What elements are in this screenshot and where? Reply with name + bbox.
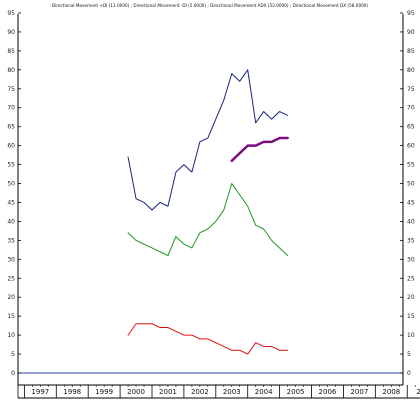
series-line-2 [230,136,289,163]
y-tick-label-left: 40 [7,218,15,225]
x-tick-label: 2007 [350,388,368,396]
y-tick-label-right: 95 [407,10,415,17]
y-tick-label-left: 45 [7,199,15,206]
x-tick-label: 1998 [63,388,81,396]
y-tick-label-right: 40 [407,218,415,225]
y-tick-label-left: 30 [7,256,15,263]
y-tick-label-left: 60 [7,143,15,150]
x-tick-label: 2001 [159,388,177,396]
series-line-4 [127,323,289,355]
y-tick-label-right: 25 [407,275,415,282]
x-tick-label: 2004 [255,388,273,396]
y-tick-label-left: 85 [7,48,15,55]
y-tick-label-right: 10 [407,332,415,339]
y-tick-label-right: 55 [407,162,415,169]
y-tick-label-right: 85 [407,48,415,55]
y-axis-right-ticks: 0 5 10 15 20 25 30 35 40 45 50 55 60 65 70 75 80 85 90 95 [400,10,415,377]
x-tick-label: 2002 [191,388,209,396]
series-layer [127,69,289,355]
y-tick-label-right: 75 [407,86,415,93]
y-tick-label-left: 80 [7,67,15,74]
y-tick-label-left: 20 [7,294,15,301]
y-tick-label-right: 5 [407,351,411,358]
y-tick-label-left: 90 [7,29,15,36]
x-tick-label: 1997 [31,388,49,396]
y-tick-label-right: 80 [407,67,415,74]
y-tick-label-left: 10 [7,332,15,339]
series-line-3 [127,183,289,257]
x-tick-label: 1999 [95,388,113,396]
y-tick-label-left: 65 [7,124,15,131]
y-tick-label-right: 70 [407,105,415,112]
y-tick-label-right: 20 [407,294,415,301]
y-tick-label-left: 5 [11,351,15,358]
y-tick-label-left: 55 [7,162,15,169]
x-tick-label: 2008 [382,388,400,396]
y-axis-left-ticks: 0 5 10 15 20 25 30 35 40 45 50 55 60 65 70 75 80 85 90 95 [7,10,21,377]
y-tick-label-left: 70 [7,105,15,112]
x-tick-label: 2000 [127,388,145,396]
y-tick-label-right: 30 [407,256,415,263]
chart-title: Directional Movement +DI (11.0000) ; Dir… [52,3,369,8]
y-tick-label-left: 0 [11,370,15,377]
x-tick-label: 2006 [319,388,337,396]
y-tick-label-right: 35 [407,237,415,244]
y-tick-label-right: 45 [407,199,415,206]
y-tick-label-right: 50 [407,181,415,188]
x-tick-label: 2003 [223,388,241,396]
y-tick-label-left: 35 [7,237,15,244]
y-tick-label-right: 0 [407,370,411,377]
y-tick-label-left: 50 [7,181,15,188]
x-axis-ticks: 1997 1998 1999 2000 2001 2002 2003 2004 2005 2006… [17,385,420,398]
y-tick-label-right: 90 [407,29,415,36]
y-tick-label-right: 15 [407,313,415,320]
x-tick-label: 2005 [287,388,305,396]
y-tick-label-left: 15 [7,313,15,320]
y-tick-label-left: 25 [7,275,15,282]
series-line-1 [127,69,289,211]
y-tick-label-right: 65 [407,124,415,131]
y-tick-label-right: 60 [407,143,415,150]
x-tick-label: 200 [417,388,420,396]
y-tick-label-left: 75 [7,86,15,93]
y-tick-label-left: 95 [7,10,15,17]
